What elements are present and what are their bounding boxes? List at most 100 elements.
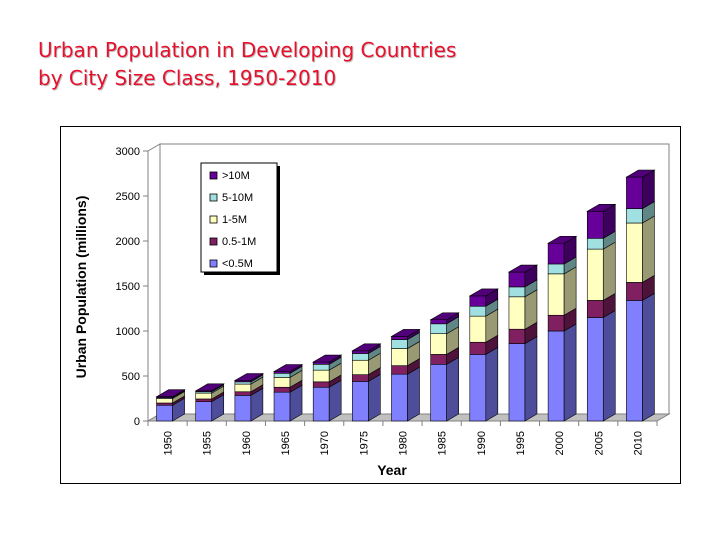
bar-1975-series-4-top: [351, 343, 382, 352]
y-tick-label: 500: [122, 371, 140, 383]
bar-2005-series-4-front: [586, 211, 604, 239]
y-tick-label: 2000: [116, 236, 140, 248]
slide-title-line2: by City Size Class, 1950-2010: [38, 66, 337, 90]
x-tick-label: 1990: [476, 431, 488, 455]
legend-label: 0.5-1M: [222, 236, 256, 248]
legend-swatch: [209, 259, 218, 268]
bar-1975-series-1-front: [352, 374, 369, 382]
bar-1995-series-4-top: [507, 264, 539, 273]
bar-1980-series-4-top: [390, 329, 421, 337]
bar-1965-series-4-top: [272, 364, 304, 372]
bar-1985-series-0-front: [430, 364, 447, 422]
x-tick-label: 1995: [515, 431, 527, 455]
bar-2000-series-0-front: [547, 330, 565, 422]
bar-1995-series-1-front: [508, 328, 526, 344]
bar-2000-series-1-front: [547, 314, 565, 332]
bar-1970-series-0-front: [312, 386, 330, 422]
chart-frame: Urban Population (millions) Year 0 500 100…: [60, 126, 681, 484]
bar-1960-series-0-front: [234, 395, 252, 422]
bar-2010-series-0-front: [626, 300, 643, 422]
x-tick-label: 1965: [280, 431, 292, 455]
bar-2000-series-0-side: [563, 323, 577, 422]
bar-1970-series-3-front: [312, 364, 330, 371]
y-tick-label: 3000: [116, 146, 140, 158]
bar-stack-2005: [586, 203, 617, 422]
x-tick-label: 1955: [202, 431, 214, 455]
bar-1980-series-1-front: [391, 365, 408, 375]
bar-1965-series-0-front: [273, 391, 291, 422]
side-wall: [147, 143, 161, 422]
bar-2005-series-4-top: [586, 204, 617, 212]
bar-stack-1955: [194, 383, 225, 422]
bar-2005-series-1-front: [586, 300, 604, 318]
bar-1965-series-3-front: [273, 373, 291, 378]
bar-2010-series-4-front: [626, 176, 643, 209]
bar-2010-series-3-front: [626, 208, 643, 224]
bar-stack-1950: [155, 389, 186, 422]
bar-1985-series-0-side: [446, 356, 459, 422]
legend-label: <0.5M: [222, 258, 253, 270]
x-tick-label: 1975: [358, 431, 370, 455]
y-tick-label: 1000: [116, 326, 140, 338]
legend-label: 1-5M: [222, 214, 247, 226]
bar-2005-series-0-front: [586, 317, 604, 422]
bar-1950-series-0-front: [156, 404, 173, 422]
bar-1975-series-2-front: [352, 359, 369, 375]
bar-1980-series-0-front: [391, 373, 408, 422]
bar-stack-1980: [390, 328, 421, 422]
bar-2010-series-0-side: [642, 292, 655, 422]
bar-2005-series-0-side: [602, 309, 616, 422]
bar-1950-series-1-front: [156, 402, 173, 406]
bar-1960-series-4-top: [233, 373, 264, 381]
bar-2010-series-1-front: [626, 282, 643, 301]
legend-swatch: [209, 193, 218, 202]
bar-1970-series-4-top: [312, 354, 343, 363]
y-axis-title: Urban Population (millions): [73, 196, 89, 379]
x-tick-label: 1985: [437, 431, 449, 455]
stacked-bar-chart: Urban Population (millions) Year 0 500 100…: [73, 143, 671, 478]
bar-1985-series-4-front: [430, 319, 447, 325]
slide-title: Urban Population in Developing Countries…: [38, 36, 456, 92]
bar-1965-series-1-front: [273, 386, 291, 393]
bar-stack-1960: [233, 372, 264, 422]
y-tick-label: 2500: [116, 191, 140, 203]
bar-stack-1995: [507, 264, 539, 422]
bar-1985-series-4-top: [429, 312, 460, 321]
bar-1960-series-3-front: [234, 381, 252, 385]
bar-2005-series-2-side: [602, 241, 616, 301]
bar-1955-series-0-front: [195, 401, 213, 422]
bar-1985-series-3-front: [430, 323, 447, 335]
bar-2010-series-4-top: [625, 169, 656, 178]
x-tick-label: 1970: [319, 431, 331, 455]
bar-1975-series-4-front: [352, 350, 369, 354]
bar-2000-series-2-side: [563, 266, 577, 316]
bar-1990-series-1-front: [469, 341, 487, 355]
x-tick-label: 2000: [554, 431, 566, 455]
legend-swatch: [209, 237, 218, 246]
bar-1970-series-4-front: [312, 361, 330, 365]
legend-label: 5-10M: [222, 192, 253, 204]
bar-1970-series-2-front: [312, 369, 330, 383]
bar-1960-series-1-front: [234, 391, 252, 396]
x-tick-label: 1980: [398, 431, 410, 455]
bar-1990-series-4-front: [469, 295, 487, 307]
x-tick-label: 2005: [593, 431, 605, 455]
x-tick-label: 1950: [163, 431, 175, 455]
bar-2010-series-2-front: [626, 222, 643, 283]
bar-2000-series-4-front: [547, 242, 565, 265]
bar-stack-1975: [351, 343, 382, 422]
x-axis-title: Year: [377, 462, 407, 478]
bar-1955-series-2-front: [195, 392, 213, 400]
bar-1990-series-4-top: [468, 288, 499, 297]
bar-2000-series-4-top: [547, 235, 578, 244]
bar-1995-series-3-front: [508, 286, 526, 298]
bar-1990-series-3-front: [469, 305, 487, 317]
bar-1990-series-0-side: [485, 346, 499, 422]
bar-1955-series-4-top: [194, 383, 225, 392]
y-tick-label: 1500: [116, 281, 140, 293]
x-tick-label: 1960: [241, 431, 253, 455]
bar-1975-series-0-front: [352, 381, 369, 422]
bar-stack-1985: [429, 312, 460, 422]
bar-1960-series-2-front: [234, 383, 252, 393]
bar-1980-series-3-front: [391, 339, 408, 349]
